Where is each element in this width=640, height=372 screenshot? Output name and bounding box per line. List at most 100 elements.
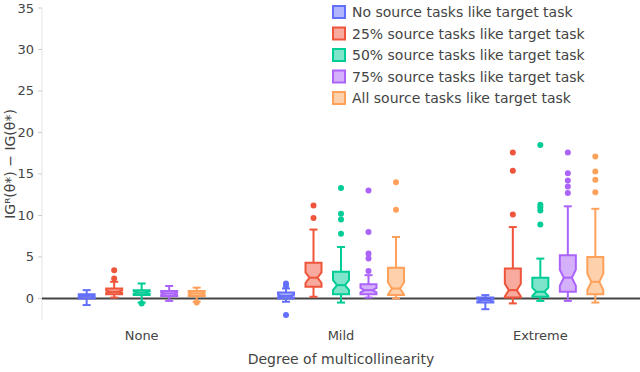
- box: [278, 293, 294, 299]
- legend-label: 75% source tasks like target task: [352, 69, 586, 85]
- whisker-cap: [337, 302, 345, 304]
- whisker-cap: [365, 297, 373, 299]
- x-axis-title: Degree of multicollinearity: [248, 351, 435, 367]
- box: [388, 268, 404, 295]
- whisker-cap: [83, 304, 91, 306]
- outlier: [338, 211, 344, 217]
- y-axis-line: [42, 8, 43, 320]
- y-tick-label: 10: [17, 208, 34, 223]
- outlier: [139, 300, 145, 306]
- median-line: [282, 295, 290, 297]
- median-line: [310, 277, 318, 279]
- box: [532, 278, 548, 297]
- whisker-cap: [337, 246, 345, 248]
- tick-mark: [38, 8, 42, 9]
- legend-swatch: [333, 92, 345, 104]
- whisker-cap: [310, 229, 318, 231]
- legend-label: All source tasks like target task: [352, 90, 572, 106]
- box: [134, 290, 150, 295]
- legend-label: No source tasks like target task: [352, 4, 573, 20]
- box: [79, 294, 95, 298]
- median-line: [165, 292, 173, 294]
- x-tick-label: Extreme: [513, 328, 568, 343]
- whisker-cap: [165, 300, 173, 302]
- whisker-cap: [481, 294, 489, 296]
- outlier: [592, 154, 598, 160]
- y-tick-label: 20: [17, 125, 34, 140]
- outlier: [592, 168, 598, 174]
- legend-label: 50% source tasks like target task: [352, 47, 586, 63]
- outlier: [393, 179, 399, 185]
- whisker-high: [594, 209, 596, 257]
- outlier: [592, 189, 598, 195]
- legend-label: 25% source tasks like target task: [352, 26, 586, 42]
- outlier: [537, 222, 543, 228]
- outlier: [311, 202, 317, 208]
- box: [560, 255, 576, 292]
- whisker-low: [594, 294, 596, 302]
- tick-mark: [38, 90, 42, 91]
- y-tick-label: 5: [26, 249, 34, 264]
- legend-swatch: [333, 71, 345, 83]
- tick-mark: [38, 256, 42, 257]
- chart: 05101520253035NoneMildExtremeDegree of m…: [0, 0, 640, 372]
- outlier: [565, 183, 571, 189]
- median-line: [392, 287, 400, 289]
- whisker-cap: [591, 302, 599, 304]
- outlier: [338, 185, 344, 191]
- y-tick-label: 35: [17, 1, 34, 16]
- whisker-high: [512, 227, 514, 268]
- y-tick-label: 15: [17, 166, 34, 181]
- outlier: [592, 177, 598, 183]
- whisker-low: [340, 294, 342, 302]
- box: [505, 269, 521, 298]
- outlier: [366, 251, 372, 257]
- y-tick-label: 25: [17, 83, 34, 98]
- y-axis-title: IGᴿ(θ*) − IG(θ*): [2, 109, 18, 219]
- whisker-cap: [564, 300, 572, 302]
- outlier: [283, 312, 289, 318]
- tick-mark: [38, 173, 42, 174]
- median-line: [193, 292, 201, 294]
- whisker-cap: [591, 208, 599, 210]
- outlier: [510, 168, 516, 174]
- tick-mark: [38, 215, 42, 216]
- outlier: [537, 202, 543, 208]
- whisker-high: [395, 237, 397, 268]
- box: [477, 298, 493, 303]
- outlier: [565, 170, 571, 176]
- box: [306, 263, 322, 287]
- outlier: [510, 212, 516, 218]
- outlier: [366, 268, 372, 274]
- median-line: [337, 284, 345, 286]
- whisker-cap: [365, 274, 373, 276]
- whisker-cap: [536, 258, 544, 260]
- whisker-cap: [310, 296, 318, 298]
- whisker-cap: [564, 205, 572, 207]
- x-tick-label: None: [125, 328, 159, 343]
- median-line: [591, 281, 599, 283]
- whisker-cap: [282, 301, 290, 303]
- whisker-cap: [110, 297, 118, 299]
- whisker-high: [539, 259, 541, 278]
- whisker-high: [340, 247, 342, 272]
- box: [587, 257, 603, 294]
- outlier: [565, 178, 571, 184]
- box: [106, 288, 122, 294]
- median-line: [481, 299, 489, 301]
- whisker-low: [313, 287, 315, 297]
- median-line: [83, 295, 91, 297]
- outlier: [366, 229, 372, 235]
- median-line: [365, 289, 373, 291]
- whisker-high: [567, 206, 569, 255]
- whisker-cap: [193, 287, 201, 289]
- box: [361, 284, 377, 294]
- whisker-cap: [138, 282, 146, 284]
- box: [189, 291, 205, 296]
- outlier: [366, 188, 372, 194]
- whisker-high: [313, 230, 315, 263]
- outlier: [311, 215, 317, 221]
- outlier: [510, 149, 516, 155]
- whisker-cap: [392, 236, 400, 238]
- tick-mark: [38, 49, 42, 50]
